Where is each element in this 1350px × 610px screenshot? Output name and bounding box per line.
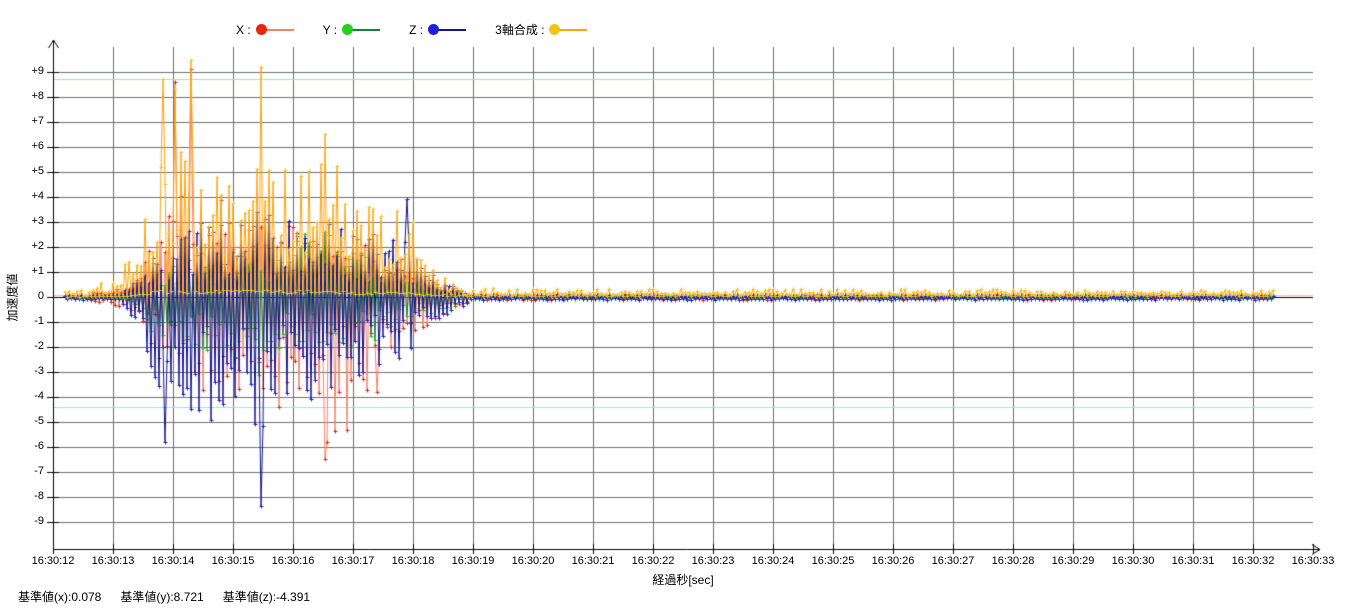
- legend-dot-icon: [428, 24, 440, 35]
- legend-label: X :: [236, 22, 251, 37]
- x-tick-label: 16:30:12: [31, 555, 75, 567]
- y-tick-label: -9: [34, 515, 44, 528]
- y-tick-label: -6: [34, 440, 44, 453]
- x-tick-label: 16:30:30: [1111, 555, 1155, 567]
- x-tick-label: 16:30:26: [871, 555, 915, 567]
- y-tick-label: +4: [31, 189, 44, 202]
- legend-swatch-icon: [549, 24, 588, 35]
- y-tick-label: -8: [34, 490, 44, 503]
- legend: X : Y : Z : 3軸合成 :: [236, 21, 588, 38]
- baseline-value-z: 基準値(z):-4.391: [222, 590, 311, 604]
- legend-line-sample: [433, 29, 467, 31]
- x-tick-label: 16:30:16: [271, 555, 315, 567]
- y-tick-label: +8: [31, 89, 44, 102]
- y-tick-label: -3: [34, 365, 44, 378]
- legend-line-sample: [554, 29, 588, 31]
- x-tick-label: 16:30:28: [991, 555, 1035, 567]
- legend-swatch-icon: [255, 24, 294, 35]
- y-tick-label: -4: [34, 390, 44, 403]
- legend-label: 3軸合成 :: [495, 23, 545, 37]
- legend-swatch-icon: [342, 24, 381, 35]
- x-tick-label: 16:30:31: [1171, 555, 1215, 567]
- y-tick-label: +2: [31, 239, 44, 252]
- y-tick-label: +6: [31, 139, 44, 152]
- x-tick-label: 16:30:15: [211, 555, 255, 567]
- legend-swatch-icon: [428, 24, 467, 35]
- x-tick-label: 16:30:19: [451, 555, 495, 567]
- legend-label: Z :: [409, 22, 424, 37]
- x-tick-label: 16:30:17: [331, 555, 375, 567]
- x-tick-label: 16:30:29: [1051, 555, 1095, 567]
- x-axis-title: 経過秒[sec]: [652, 573, 714, 587]
- y-tick-label: -2: [34, 340, 44, 353]
- y-tick-label: +9: [31, 64, 44, 77]
- legend-item-Y: Y :: [322, 22, 381, 37]
- x-tick-label: 16:30:25: [811, 555, 855, 567]
- x-tick-label: 16:30:14: [151, 555, 195, 567]
- legend-line-sample: [260, 29, 294, 31]
- legend-item-Z: Z :: [409, 22, 467, 37]
- y-tick-label: -7: [34, 465, 44, 478]
- x-tick-label: 16:30:23: [691, 555, 735, 567]
- baseline-values-footer: 基準値(x):0.078 基準値(y):8.721 基準値(z):-4.391: [18, 588, 310, 605]
- legend-dot-icon: [342, 24, 354, 35]
- x-tick-label: 16:30:22: [631, 555, 675, 567]
- x-tick-label: 16:30:20: [511, 555, 555, 567]
- y-tick-label: -1: [34, 315, 44, 328]
- x-tick-label: 16:30:18: [391, 555, 435, 567]
- legend-dot-icon: [549, 24, 561, 35]
- x-tick-label: 16:30:32: [1231, 555, 1275, 567]
- y-tick-label: +7: [31, 114, 44, 127]
- y-tick-label: +5: [31, 164, 44, 177]
- baseline-value-x: 基準値(x):0.078: [18, 590, 102, 604]
- legend-item-X: X :: [236, 23, 294, 37]
- x-tick-label: 16:30:21: [571, 555, 615, 567]
- y-tick-label: +3: [31, 214, 44, 227]
- x-tick-label: 16:30:27: [931, 555, 975, 567]
- y-tick-label: -5: [34, 415, 44, 428]
- legend-label: Y :: [322, 22, 338, 37]
- y-tick-label: +1: [31, 264, 44, 277]
- baseline-value-y: 基準値(y):8.721: [120, 590, 204, 604]
- x-tick-label: 16:30:33: [1291, 555, 1335, 567]
- y-tick-label: 0: [37, 290, 44, 302]
- x-tick-label: 16:30:13: [91, 555, 135, 567]
- x-tick-label: 16:30:24: [751, 555, 795, 567]
- legend-item-3軸合成: 3軸合成 :: [495, 21, 588, 38]
- legend-dot-icon: [255, 24, 267, 35]
- legend-line-sample: [347, 29, 381, 31]
